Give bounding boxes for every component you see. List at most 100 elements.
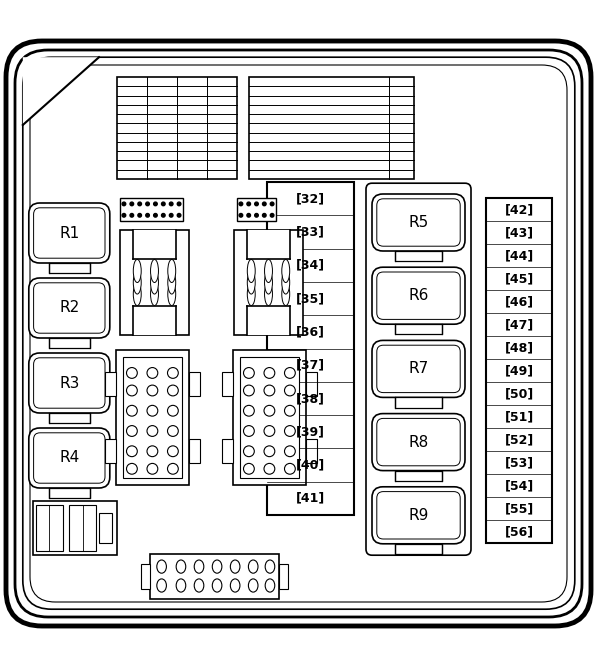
Text: [39]: [39] (296, 425, 325, 438)
Ellipse shape (176, 560, 186, 573)
Text: R6: R6 (409, 288, 428, 303)
Circle shape (161, 214, 165, 217)
Text: R3: R3 (59, 376, 79, 390)
Ellipse shape (194, 560, 204, 573)
Bar (49, 488, 90, 498)
Text: [53]: [53] (505, 456, 533, 469)
Bar (189, 439, 200, 463)
Ellipse shape (264, 368, 275, 378)
Ellipse shape (247, 271, 255, 294)
Text: [37]: [37] (296, 359, 325, 372)
Bar (141, 564, 150, 589)
Ellipse shape (147, 426, 158, 436)
Ellipse shape (133, 282, 141, 305)
Bar (395, 251, 442, 261)
Text: [54]: [54] (505, 479, 533, 492)
Circle shape (169, 214, 173, 217)
Ellipse shape (265, 282, 272, 305)
Ellipse shape (248, 579, 258, 592)
Circle shape (154, 202, 157, 206)
Bar (49, 263, 90, 273)
Ellipse shape (212, 579, 222, 592)
Ellipse shape (230, 579, 240, 592)
Text: R5: R5 (409, 215, 428, 230)
FancyBboxPatch shape (30, 65, 567, 602)
Bar (222, 439, 233, 463)
Ellipse shape (230, 560, 240, 573)
Bar (123, 357, 182, 478)
Bar (222, 372, 233, 396)
Bar (120, 198, 183, 221)
Ellipse shape (168, 260, 176, 282)
Ellipse shape (244, 385, 254, 396)
Ellipse shape (147, 405, 158, 416)
Bar (99, 513, 112, 543)
FancyBboxPatch shape (29, 278, 110, 338)
Circle shape (271, 214, 274, 217)
Circle shape (254, 202, 259, 206)
FancyBboxPatch shape (15, 50, 582, 617)
Ellipse shape (284, 426, 295, 436)
Ellipse shape (168, 282, 176, 305)
Ellipse shape (244, 405, 254, 416)
Bar (486, 198, 552, 543)
Ellipse shape (127, 405, 137, 416)
Ellipse shape (127, 368, 137, 378)
Ellipse shape (284, 405, 295, 416)
Ellipse shape (147, 463, 158, 474)
Bar (49, 338, 90, 348)
Ellipse shape (244, 446, 254, 457)
Ellipse shape (194, 579, 204, 592)
Text: [48]: [48] (505, 341, 533, 354)
Bar (234, 230, 303, 335)
Ellipse shape (265, 271, 272, 294)
Bar (279, 564, 288, 589)
Text: [56]: [56] (505, 525, 533, 539)
Circle shape (271, 202, 274, 206)
Circle shape (154, 214, 157, 217)
FancyBboxPatch shape (29, 428, 110, 488)
Text: [43]: [43] (505, 226, 533, 239)
Bar (249, 77, 414, 179)
Bar (189, 372, 200, 396)
Circle shape (146, 214, 149, 217)
Ellipse shape (147, 446, 158, 457)
FancyBboxPatch shape (377, 272, 460, 319)
Circle shape (177, 202, 181, 206)
Ellipse shape (264, 446, 275, 457)
Bar (133, 305, 176, 335)
Ellipse shape (284, 463, 295, 474)
Circle shape (247, 214, 251, 217)
Circle shape (130, 214, 134, 217)
Text: R7: R7 (409, 361, 428, 376)
Polygon shape (23, 57, 99, 125)
Ellipse shape (282, 260, 290, 282)
Text: [49]: [49] (505, 364, 533, 377)
Ellipse shape (247, 260, 255, 282)
Ellipse shape (284, 368, 295, 378)
Text: [47]: [47] (505, 318, 533, 331)
Ellipse shape (157, 579, 166, 592)
FancyBboxPatch shape (377, 345, 460, 392)
Ellipse shape (167, 446, 178, 457)
FancyBboxPatch shape (377, 418, 460, 466)
Ellipse shape (244, 368, 254, 378)
Circle shape (177, 214, 181, 217)
Ellipse shape (157, 560, 166, 573)
Text: [34]: [34] (296, 259, 325, 272)
FancyBboxPatch shape (34, 358, 105, 408)
FancyBboxPatch shape (372, 194, 465, 251)
Ellipse shape (282, 271, 290, 294)
Bar (395, 471, 442, 481)
Ellipse shape (282, 282, 290, 305)
Circle shape (138, 202, 142, 206)
Bar (306, 372, 317, 396)
Ellipse shape (167, 405, 178, 416)
Ellipse shape (244, 426, 254, 436)
Ellipse shape (127, 446, 137, 457)
Ellipse shape (167, 463, 178, 474)
Ellipse shape (265, 579, 275, 592)
Ellipse shape (176, 579, 186, 592)
FancyBboxPatch shape (29, 203, 110, 263)
Ellipse shape (151, 282, 158, 305)
